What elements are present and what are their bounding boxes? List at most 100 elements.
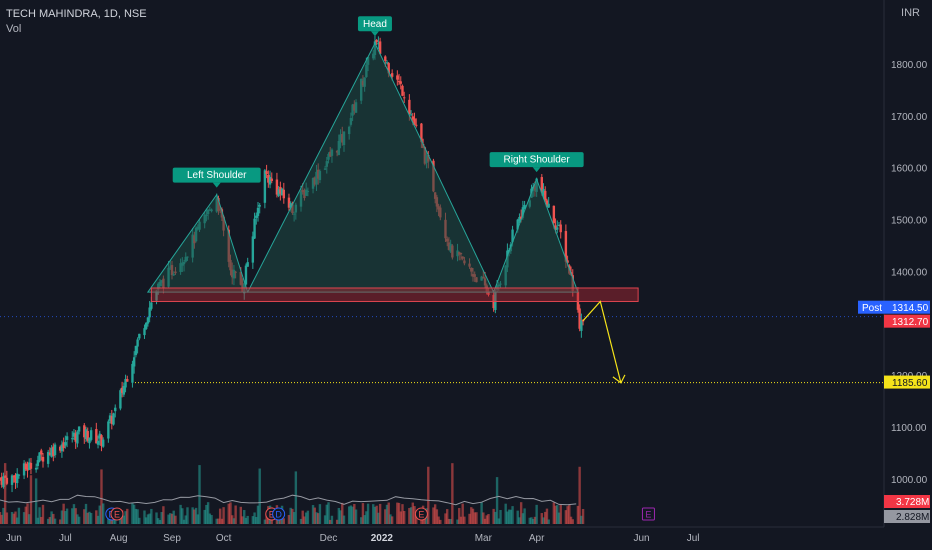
- volume-bar: [447, 518, 451, 524]
- volume-bar: [313, 507, 316, 524]
- candle-body: [34, 467, 38, 470]
- pattern-label-pointer: [532, 167, 541, 173]
- volume-bar: [83, 509, 86, 524]
- volume-bar: [289, 507, 292, 524]
- candle-body: [289, 203, 292, 208]
- volume-bar: [492, 508, 495, 524]
- candle-body: [108, 415, 112, 421]
- volume-bar: [241, 516, 244, 524]
- volume-bar: [451, 463, 454, 524]
- volume-bar: [14, 511, 17, 524]
- earnings-event-marker[interactable]: [110, 507, 124, 521]
- pattern-label: Right Shoulder: [504, 155, 571, 166]
- volume-bar: [282, 518, 285, 524]
- volume-bar: [408, 508, 411, 524]
- volume-bar: [399, 511, 402, 524]
- earnings-event-marker[interactable]: [414, 507, 428, 521]
- volume-bar: [485, 515, 488, 524]
- volume-bar: [198, 465, 201, 524]
- x-tick-label: Apr: [529, 533, 545, 544]
- volume-bar: [397, 502, 401, 524]
- candle-body: [258, 205, 261, 207]
- candle-body: [279, 186, 282, 194]
- volume-bar: [239, 506, 242, 524]
- volume-bar: [231, 515, 234, 524]
- volume-bar: [12, 513, 15, 524]
- candle-body: [84, 429, 88, 439]
- earnings-event-marker[interactable]: [641, 507, 655, 521]
- volume-bar: [218, 508, 222, 524]
- volume-indicator-label[interactable]: Vol: [6, 23, 22, 35]
- volume-bar: [528, 517, 531, 524]
- volume-bar: [107, 517, 110, 524]
- candle-body: [12, 476, 15, 478]
- volume-bar: [377, 512, 380, 524]
- volume-bar: [471, 508, 475, 524]
- volume-bar: [521, 513, 525, 524]
- volume-bar: [566, 506, 569, 524]
- volume-bar: [532, 518, 535, 524]
- volume-bar: [581, 508, 585, 524]
- candle-body: [377, 43, 380, 45]
- volume-bar: [347, 506, 351, 524]
- left-shoulder-pattern: [146, 193, 249, 293]
- post-label-tag: [858, 300, 884, 314]
- volume-bar: [287, 514, 291, 524]
- volume-bar: [456, 519, 459, 524]
- volume-bar: [299, 518, 303, 524]
- candle-body: [542, 189, 545, 195]
- volume-bar: [303, 516, 306, 524]
- volume-bar: [487, 514, 490, 524]
- y-tick-label: 1400.00: [891, 267, 928, 278]
- volume-average-value: 2.828M: [896, 512, 929, 523]
- volume-bar: [292, 512, 296, 524]
- candle-body: [89, 430, 93, 440]
- y-tick-label: 1000.00: [891, 475, 928, 486]
- candle-body: [114, 407, 117, 412]
- neckline-support-zone[interactable]: [150, 287, 639, 302]
- volume-bar: [554, 505, 557, 524]
- volume-bar: [444, 513, 447, 524]
- candle-body: [83, 425, 86, 438]
- candle-body: [375, 39, 378, 43]
- volume-bar: [401, 504, 404, 524]
- candle-body: [46, 451, 50, 464]
- volume-bar: [95, 510, 98, 524]
- candle-body: [145, 322, 148, 329]
- volume-bar: [339, 510, 342, 524]
- volume-bar: [497, 518, 500, 524]
- volume-bar: [365, 511, 368, 524]
- candle-body: [132, 357, 136, 367]
- candle-body: [399, 81, 402, 84]
- candle-body: [268, 176, 272, 185]
- candle-body: [107, 421, 110, 439]
- volume-bar: [306, 510, 310, 524]
- candle-body: [409, 114, 413, 116]
- volume-bar: [519, 502, 523, 524]
- volume-bar: [184, 515, 187, 524]
- candle-body: [119, 390, 122, 409]
- volume-bar: [88, 511, 91, 524]
- candle-body: [65, 436, 69, 440]
- volume-bar: [155, 512, 158, 524]
- candle-body: [545, 200, 549, 207]
- volume-bar: [311, 505, 315, 524]
- volume-bar: [523, 508, 526, 524]
- y-tick-label: 1100.00: [891, 423, 927, 434]
- volume-current-value: 3.728M: [896, 497, 929, 508]
- volume-bar: [385, 504, 389, 524]
- volume-bar: [375, 505, 378, 524]
- candle-body: [554, 225, 557, 231]
- volume-bar: [243, 510, 246, 524]
- head-pattern: [246, 42, 495, 293]
- volume-bar: [232, 518, 236, 524]
- volume-bar: [0, 514, 3, 524]
- projection-arrow[interactable]: [582, 300, 622, 384]
- candle-body: [390, 73, 394, 77]
- volume-bar: [327, 502, 330, 524]
- volume-bar: [196, 514, 199, 524]
- candle-body: [64, 442, 67, 446]
- dividend-event-marker[interactable]: [272, 507, 286, 521]
- candle-body: [120, 387, 124, 393]
